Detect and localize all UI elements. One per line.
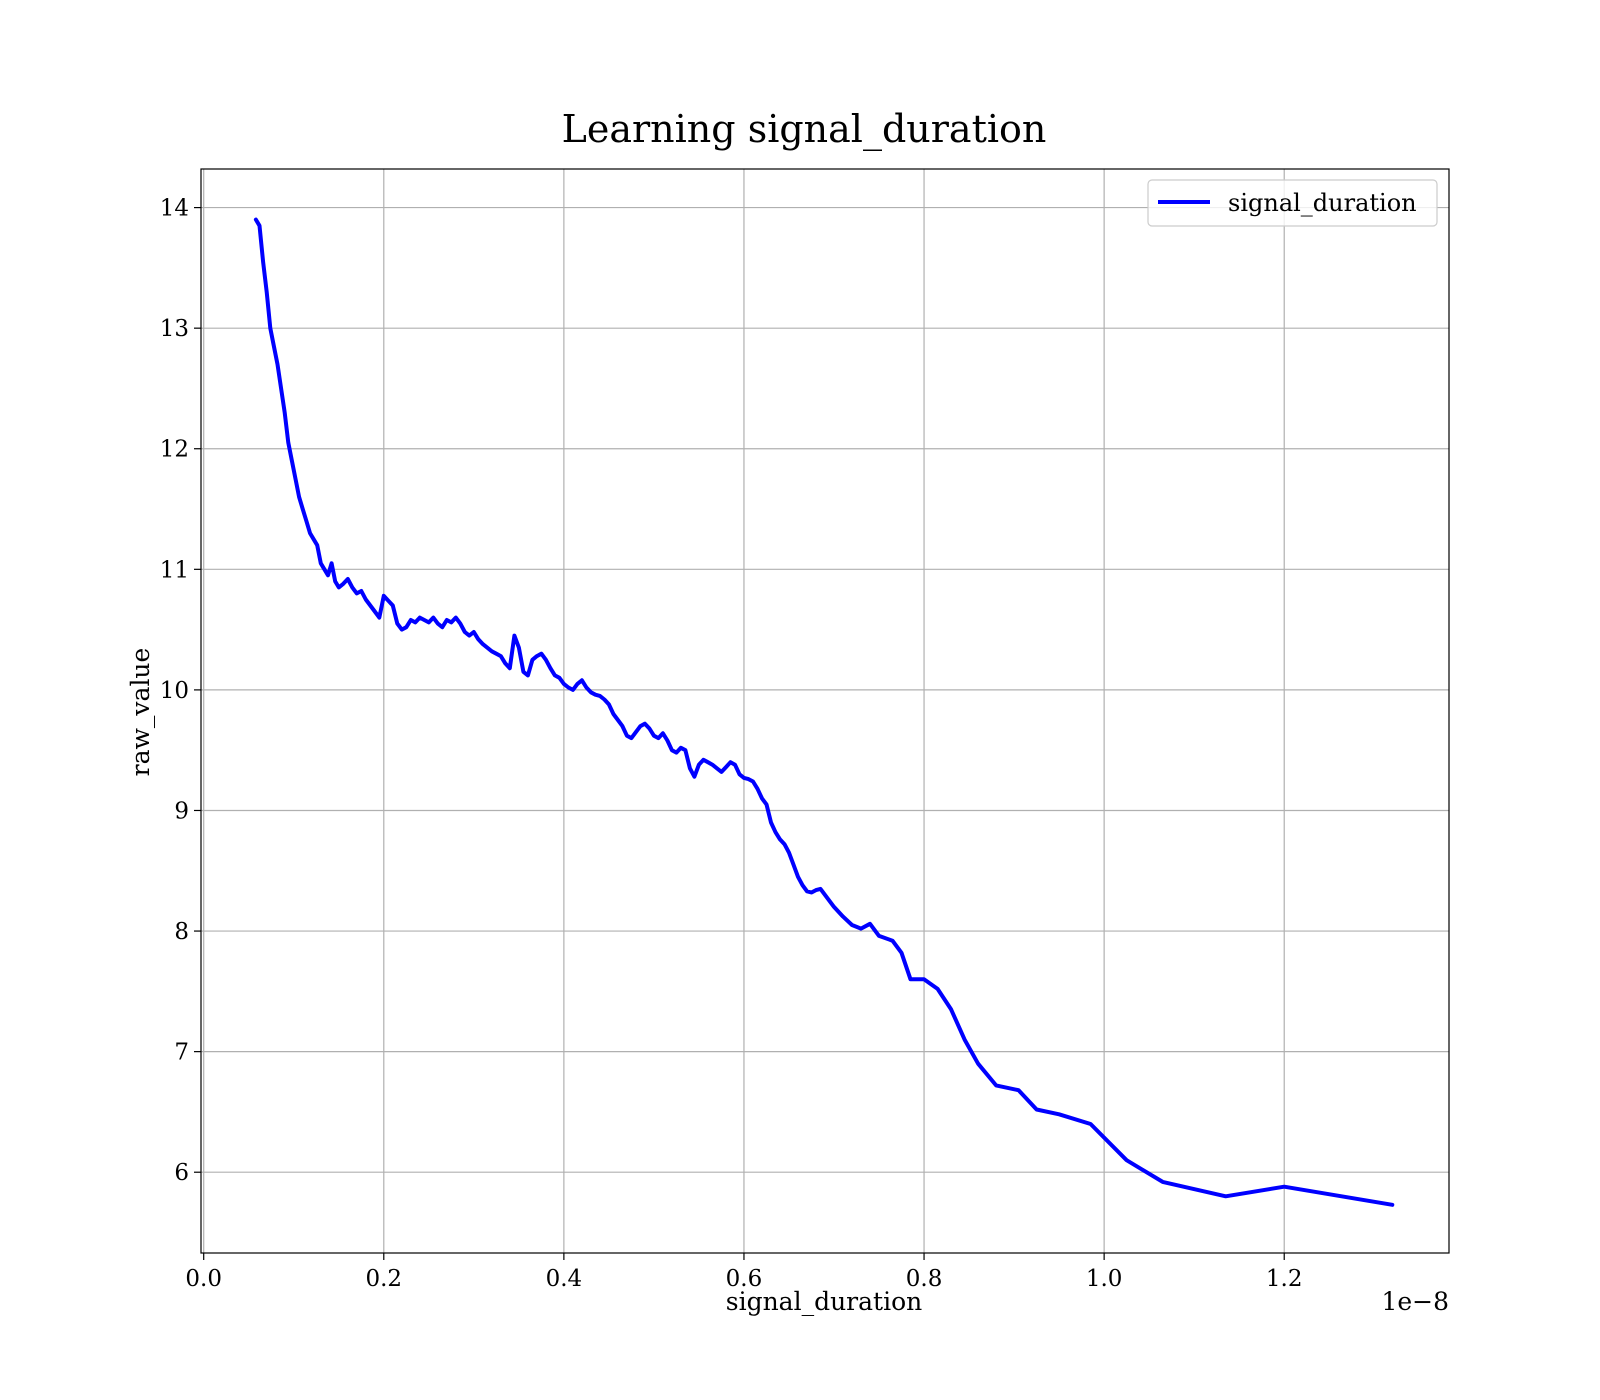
series-layer (253, 217, 1395, 1207)
legend: signal_duration (1147, 179, 1438, 227)
x-tick-label: 0.6 (726, 1266, 763, 1292)
y-tick-label: 12 (160, 437, 189, 463)
y-axis-ticks: 6 7 8 9 10 11 12 13 14 (160, 196, 201, 1186)
x-tick-label: 1.2 (1266, 1266, 1303, 1292)
x-axis-label: signal_duration (726, 1287, 922, 1316)
x-tick-label: 0.4 (546, 1266, 583, 1292)
x-tick-label: 0.0 (185, 1266, 222, 1292)
y-tick-label: 7 (174, 1040, 189, 1066)
y-tick-label: 9 (174, 798, 189, 824)
legend-label-signal-duration: signal_duration (1228, 189, 1417, 217)
y-tick-label: 6 (174, 1160, 189, 1186)
x-axis-ticks: 0.0 0.2 0.4 0.6 0.8 1.0 1.2 (185, 1253, 1303, 1292)
y-axis-label: raw_value (126, 648, 155, 777)
y-tick-label: 8 (174, 919, 189, 945)
x-tick-label: 1.0 (1086, 1266, 1123, 1292)
plot-area-frame (200, 168, 1450, 1254)
y-tick-label: 13 (160, 316, 189, 342)
series-line-signal-duration (253, 217, 1395, 1207)
y-tick-label: 11 (160, 557, 189, 583)
chart-title: Learning signal_duration (562, 107, 1047, 152)
y-tick-label: 14 (160, 196, 189, 222)
y-tick-label: 10 (160, 678, 189, 704)
grid (201, 169, 1449, 1253)
x-tick-label: 0.2 (365, 1266, 402, 1292)
x-tick-label: 0.8 (906, 1266, 943, 1292)
legend-box (1147, 179, 1438, 227)
x-axis-scale-label: 1e−8 (1381, 1287, 1449, 1316)
